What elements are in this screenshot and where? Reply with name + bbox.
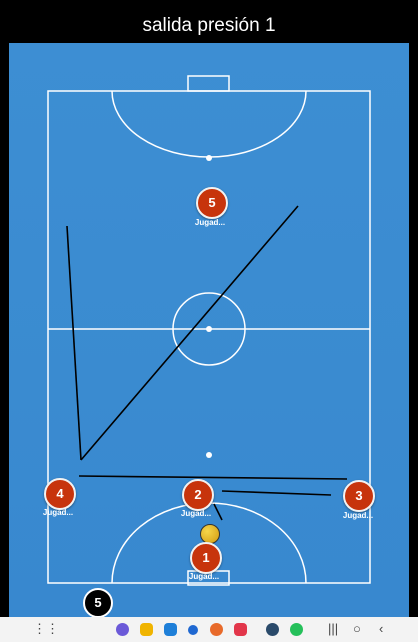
drawn-line <box>213 503 223 521</box>
player-label: Jugad... <box>180 509 212 518</box>
messages-icon[interactable] <box>188 625 198 635</box>
player-label: Jugad... <box>194 218 226 227</box>
drawn-line <box>80 205 299 461</box>
settings-icon[interactable] <box>266 623 279 636</box>
recents-button[interactable]: ||| <box>328 621 339 636</box>
drawn-line <box>221 490 332 496</box>
pocket-icon[interactable] <box>234 623 247 636</box>
player-label: Jugad... <box>188 572 220 581</box>
files-icon[interactable] <box>140 623 153 636</box>
page-title: salida presión 1 <box>0 0 418 42</box>
court-lines <box>47 75 371 586</box>
player-token[interactable]: 2 <box>182 479 214 511</box>
browser-icon[interactable] <box>116 623 129 636</box>
drawn-line <box>78 475 348 480</box>
calendar-icon[interactable] <box>164 623 177 636</box>
ball-icon[interactable] <box>200 524 220 544</box>
player-token[interactable]: 5 <box>196 187 228 219</box>
back-button[interactable]: ‹ <box>379 621 384 636</box>
player-token[interactable]: 3 <box>343 480 375 512</box>
player-token[interactable]: 1 <box>190 542 222 574</box>
home-button[interactable]: ○ <box>353 621 361 636</box>
grid-icon[interactable]: ⋮⋮ <box>33 621 59 636</box>
drawn-line <box>66 225 82 461</box>
player-label: Jugad... <box>342 511 374 520</box>
whatsapp-icon[interactable] <box>290 623 303 636</box>
futsal-court[interactable] <box>9 43 409 617</box>
android-navbar: ⋮⋮ ||| ○ ‹ <box>0 617 418 642</box>
opponent-token[interactable]: 5 <box>83 588 113 618</box>
player-token[interactable]: 4 <box>44 478 76 510</box>
player-label: Jugad... <box>42 508 74 517</box>
podcast-icon[interactable] <box>210 623 223 636</box>
